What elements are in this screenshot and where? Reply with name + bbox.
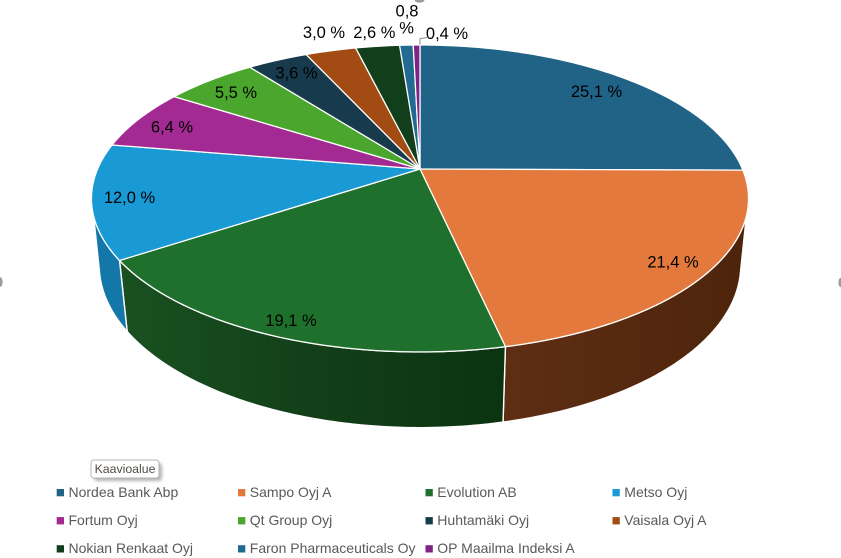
- svg-text:Metso Oyj: Metso Oyj: [624, 484, 687, 500]
- svg-text:Faron Pharmaceuticals Oy: Faron Pharmaceuticals Oy: [250, 540, 416, 556]
- svg-text:2,6 %: 2,6 %: [353, 24, 396, 42]
- svg-text:Fortum Oyj: Fortum Oyj: [69, 512, 138, 528]
- svg-text:%: %: [399, 20, 414, 38]
- svg-text:3,6 %: 3,6 %: [275, 64, 318, 82]
- svg-text:Vaisala Oyj A: Vaisala Oyj A: [624, 512, 707, 528]
- svg-text:21,4 %: 21,4 %: [647, 253, 699, 271]
- svg-text:19,1 %: 19,1 %: [265, 312, 317, 330]
- svg-text:Huhtamäki Oyj: Huhtamäki Oyj: [437, 512, 529, 528]
- svg-text:25,1 %: 25,1 %: [571, 83, 623, 101]
- svg-text:Nokian Renkaat Oyj: Nokian Renkaat Oyj: [69, 540, 194, 556]
- svg-text:Sampo Oyj A: Sampo Oyj A: [250, 484, 332, 500]
- svg-text:Nordea Bank Abp: Nordea Bank Abp: [69, 484, 179, 500]
- svg-text:5,5 %: 5,5 %: [215, 84, 258, 102]
- svg-text:Kaavioalue: Kaavioalue: [95, 462, 156, 476]
- svg-text:0,8: 0,8: [396, 3, 419, 21]
- svg-text:OP Maailma Indeksi A: OP Maailma Indeksi A: [437, 540, 575, 556]
- svg-text:6,4 %: 6,4 %: [151, 119, 194, 137]
- svg-text:3,0 %: 3,0 %: [303, 24, 346, 42]
- svg-text:0,4 %: 0,4 %: [426, 25, 469, 43]
- svg-text:Qt Group Oyj: Qt Group Oyj: [250, 512, 332, 528]
- svg-text:Evolution AB: Evolution AB: [437, 484, 516, 500]
- svg-text:12,0 %: 12,0 %: [104, 189, 156, 207]
